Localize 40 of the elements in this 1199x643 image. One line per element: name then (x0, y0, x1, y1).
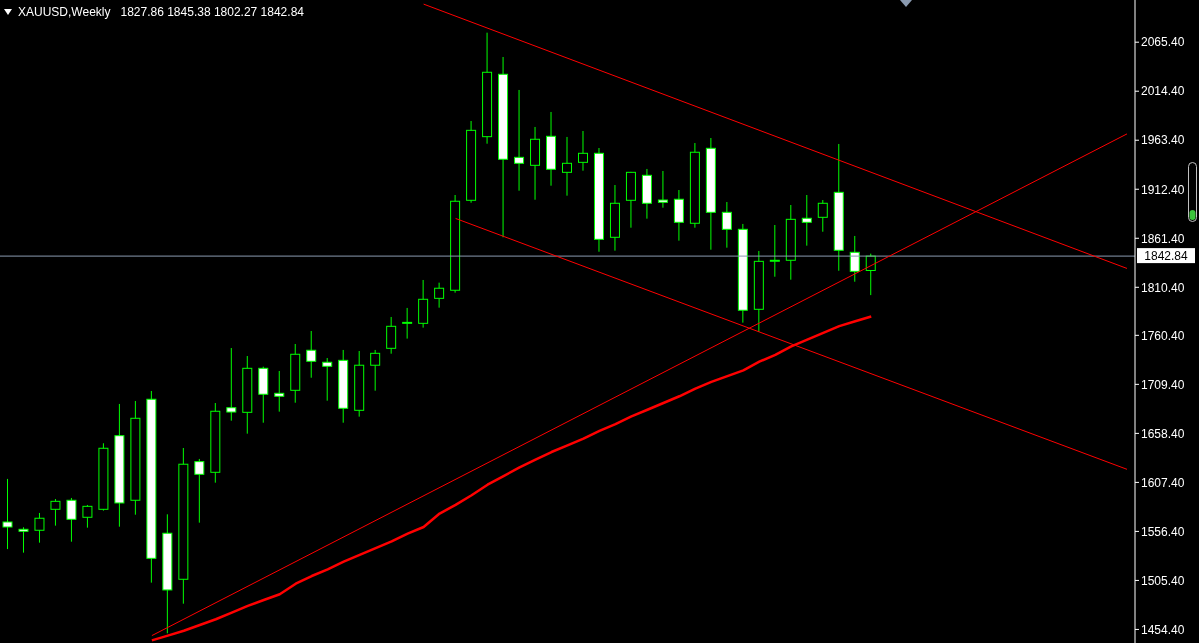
y-tick-label: 1963.40 (1141, 133, 1185, 148)
y-tick-label: 2065.40 (1141, 35, 1185, 50)
y-tick-label: 1810.40 (1141, 280, 1185, 295)
candlestick (274, 370, 285, 413)
text: 1827.86 1845.38 1802.27 1842.84 (120, 5, 304, 19)
y-tick-label: 1658.40 (1141, 426, 1185, 441)
candlestick (370, 349, 381, 392)
ref-line-label: 1842.84 (1144, 249, 1189, 264)
candlestick (226, 347, 237, 422)
candlestick (514, 89, 525, 192)
candlestick (322, 357, 333, 402)
candlestick (306, 330, 317, 379)
candlestick (2, 478, 13, 550)
candlestick (402, 307, 413, 340)
candlestick (577, 130, 588, 172)
candlestick (18, 526, 29, 554)
candlestick (194, 458, 205, 524)
candlestick (817, 199, 828, 233)
y-tick-label: 1912.40 (1141, 182, 1185, 197)
candlestick (769, 224, 780, 278)
y-tick-label: 1709.40 (1141, 377, 1185, 392)
y-tick-label: 1861.40 (1141, 231, 1185, 246)
candlestick (673, 189, 684, 242)
candlestick (386, 316, 397, 355)
y-tick-label: 1760.40 (1141, 328, 1185, 343)
candlestick (721, 201, 732, 249)
candlestick (801, 194, 812, 247)
y-tick-label: 1454.40 (1141, 622, 1185, 637)
y-tick-label: 2014.40 (1141, 84, 1185, 99)
candlestick (657, 170, 668, 209)
y-tick-label: 1607.40 (1141, 475, 1185, 490)
candlestick (50, 498, 61, 527)
candlestick (34, 512, 45, 544)
candlestick (66, 497, 77, 543)
candlestick (82, 504, 93, 529)
y-tick-label: 1556.40 (1141, 524, 1185, 539)
y-tick-label: 1505.40 (1141, 573, 1185, 588)
candlestick (562, 136, 573, 197)
text: XAUUSD,Weekly (18, 5, 111, 19)
candlestick (434, 282, 445, 309)
